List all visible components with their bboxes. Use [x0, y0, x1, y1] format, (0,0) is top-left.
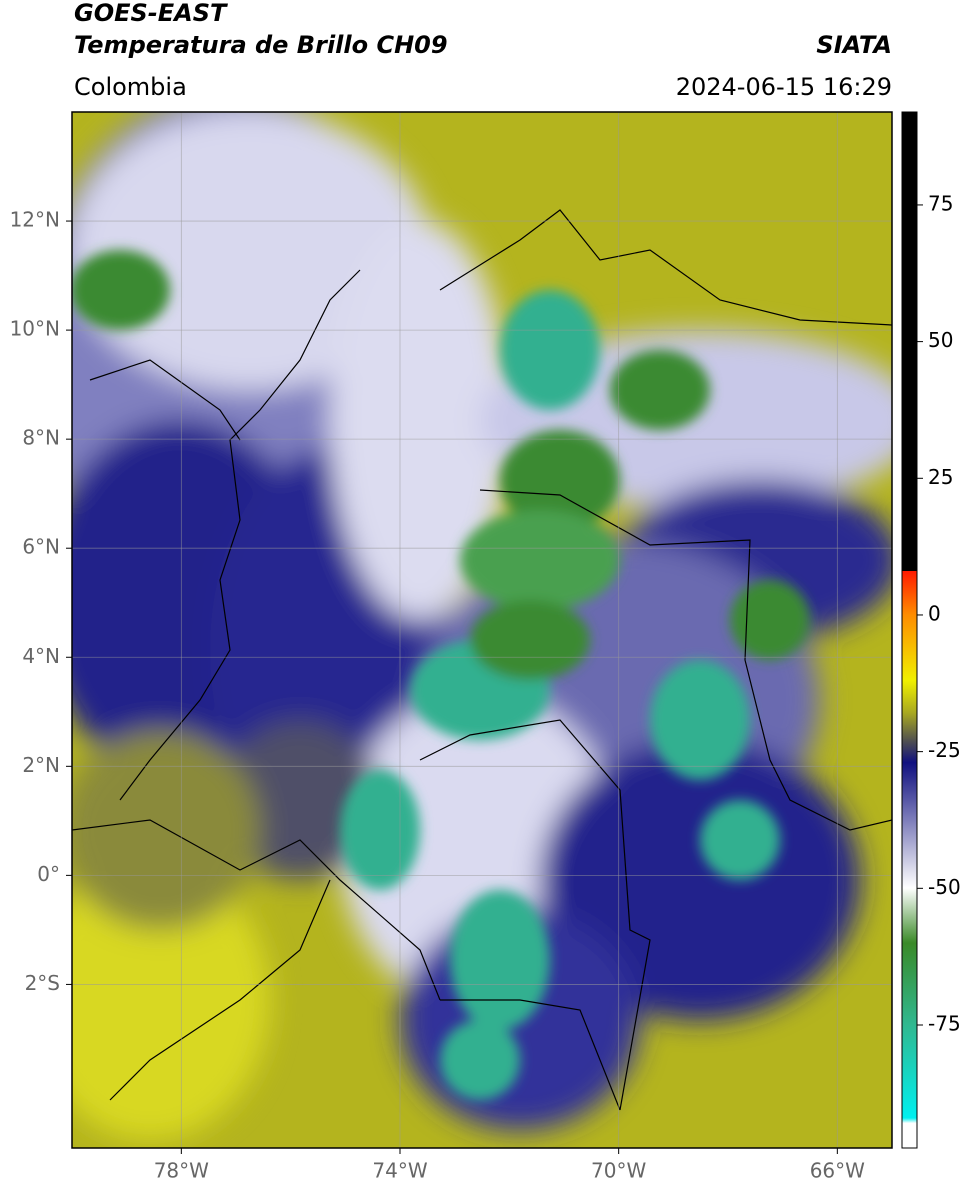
map-frame — [71, 111, 893, 1149]
satellite-image — [72, 112, 892, 1148]
x-tick-label: 74°W — [372, 1159, 427, 1183]
y-tick-label: 8°N — [22, 426, 60, 450]
colorbar — [901, 111, 918, 1149]
datetime: 2024-06-15 16:29 — [676, 73, 892, 101]
y-tick-label: 12°N — [10, 208, 60, 232]
x-tick-label: 66°W — [810, 1159, 865, 1183]
x-tick-label: 70°W — [591, 1159, 646, 1183]
colorbar-tick-label: 50 — [928, 328, 953, 352]
y-tick-label: 4°N — [22, 644, 60, 668]
ticks: 78°W 74°W 70°W 66°W 12°N 10°N 8°N 6°N 4°N 2°N 0° 2°… — [10, 191, 961, 1182]
y-tick-label: 6°N — [22, 535, 60, 559]
subtitle: Temperatura de Brillo CH09 — [74, 31, 448, 59]
colorbar-tick-label: 0 — [928, 601, 941, 625]
colorbar-tick-label: 25 — [928, 465, 953, 489]
x-tick-label: 78°W — [154, 1159, 209, 1183]
y-tick-label: 10°N — [10, 317, 60, 341]
colorbar-tick-label: 75 — [928, 191, 953, 215]
title: GOES-EAST — [74, 0, 228, 27]
y-tick-label: 2°N — [22, 753, 60, 777]
y-tick-label: 0° — [37, 862, 60, 886]
colorbar-tick-label: -25 — [928, 738, 961, 762]
colorbar-tick-label: -50 — [928, 875, 961, 899]
grid — [72, 112, 892, 1148]
region: Colombia — [74, 73, 187, 101]
colorbar-tick-label: -75 — [928, 1011, 961, 1035]
boundaries — [72, 209, 892, 1111]
source: SIATA — [816, 31, 892, 59]
y-tick-label: 2°S — [25, 971, 60, 995]
